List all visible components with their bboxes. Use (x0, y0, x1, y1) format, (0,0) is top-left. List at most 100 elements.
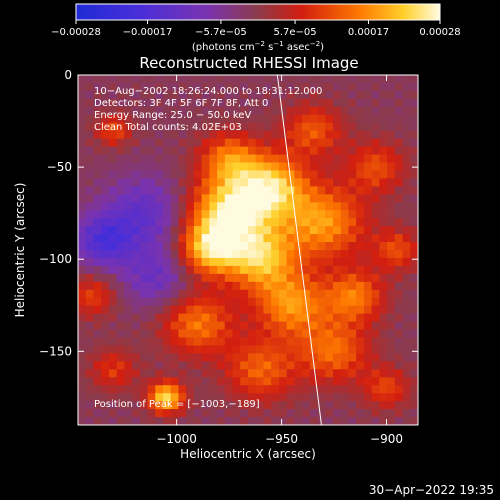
heatmap-cell (108, 114, 118, 124)
heatmap-cell (101, 98, 110, 108)
heatmap-cell (255, 75, 265, 84)
heatmap-cell (116, 75, 125, 84)
heatmap-cell (85, 345, 95, 354)
heatmap-cell (93, 417, 102, 425)
heatmap-cell (325, 289, 334, 299)
heatmap-cell (201, 369, 210, 378)
heatmap-cell (317, 218, 326, 227)
heatmap-cell (209, 281, 218, 291)
heatmap-cell (356, 162, 365, 172)
heatmap-cell (139, 218, 149, 227)
heatmap-cell (325, 329, 334, 339)
heatmap-cell (147, 218, 156, 227)
heatmap-cell (147, 82, 156, 92)
heatmap-cell (371, 393, 380, 402)
heatmap-cell (178, 321, 187, 331)
heatmap-cell (333, 313, 342, 323)
heatmap-cell (255, 361, 265, 370)
heatmap-cell (402, 186, 411, 195)
heatmap-cell (85, 106, 95, 116)
heatmap-cell (294, 154, 303, 164)
heatmap-cell (209, 146, 218, 156)
heatmap-cell (263, 194, 272, 203)
heatmap-cell (309, 369, 319, 378)
heatmap-cell (271, 186, 280, 195)
heatmap-cell (255, 385, 265, 394)
heatmap-cell (363, 321, 373, 331)
heatmap-cell (93, 377, 102, 386)
heatmap-cell (108, 194, 118, 203)
heatmap-cell (147, 138, 156, 148)
heatmap-cell (248, 385, 257, 394)
heatmap-cell (379, 186, 388, 195)
heatmap-cell (209, 297, 218, 307)
heatmap-cell (356, 337, 365, 347)
heatmap-cell (224, 170, 234, 179)
heatmap-cell (410, 409, 418, 418)
heatmap-cell (85, 337, 95, 347)
heatmap-cell (132, 273, 141, 283)
heatmap-cell (356, 210, 365, 219)
heatmap-cell (402, 361, 411, 370)
heatmap-cell (108, 297, 118, 307)
heatmap-cell (248, 82, 257, 92)
heatmap-cell (348, 297, 357, 307)
heatmap-cell (263, 170, 272, 179)
heatmap-cell (163, 393, 172, 402)
heatmap-cell (248, 250, 257, 259)
heatmap-cell (410, 305, 418, 315)
heatmap-cell (217, 393, 226, 402)
heatmap-cell (410, 90, 418, 100)
heatmap-cell (402, 218, 411, 227)
heatmap-cell (93, 154, 102, 164)
heatmap-cell (317, 409, 326, 418)
heatmap-cell (333, 393, 342, 402)
heatmap-cell (232, 162, 241, 172)
heatmap-cell (271, 321, 280, 331)
heatmap-cell (201, 154, 210, 164)
heatmap-cell (340, 401, 350, 410)
heatmap-cell (248, 146, 257, 156)
heatmap-cell (147, 98, 156, 108)
heatmap-cell (286, 250, 295, 259)
heatmap-cell (248, 226, 257, 235)
heatmap-cell (217, 82, 226, 92)
heatmap-cell (170, 273, 180, 283)
heatmap-cell (255, 281, 265, 291)
heatmap-cell (348, 353, 357, 362)
heatmap-cell (209, 170, 218, 179)
heatmap-cell (309, 417, 319, 425)
heatmap-cell (178, 297, 187, 307)
heatmap-cell (163, 138, 172, 148)
heatmap-cell (170, 90, 180, 100)
heatmap-cell (132, 417, 141, 425)
heatmap-cell (232, 98, 241, 108)
heatmap-cell (410, 130, 418, 140)
heatmap-cell (278, 409, 288, 418)
heatmap-cell (317, 305, 326, 315)
heatmap-cell (371, 226, 380, 235)
heatmap-cell (240, 353, 249, 362)
heatmap-cell (248, 281, 257, 291)
heatmap-cell (147, 361, 156, 370)
heatmap-cell (186, 98, 195, 108)
heatmap-cell (263, 130, 272, 140)
heatmap-cell (402, 385, 411, 394)
heatmap-cell (410, 106, 418, 116)
heatmap-cell (294, 170, 303, 179)
heatmap-cell (193, 401, 203, 410)
heatmap-cell (155, 337, 164, 347)
heatmap-cell (224, 377, 234, 386)
heatmap-cell (286, 265, 295, 275)
heatmap-cell (248, 242, 257, 251)
heatmap-cell (410, 178, 418, 187)
heatmap-cell (93, 329, 102, 339)
heatmap-cell (217, 146, 226, 156)
colorbar-ticks: −0.00028 −0.00017 −5.7e−05 5.7e−05 0.00017 0.… (51, 20, 461, 38)
heatmap-cell (302, 305, 311, 315)
heatmap-cell (240, 226, 249, 235)
heatmap-cell (116, 329, 125, 339)
heatmap-cell (294, 377, 303, 386)
heatmap-cell (340, 154, 350, 164)
heatmap-cell (209, 417, 218, 425)
